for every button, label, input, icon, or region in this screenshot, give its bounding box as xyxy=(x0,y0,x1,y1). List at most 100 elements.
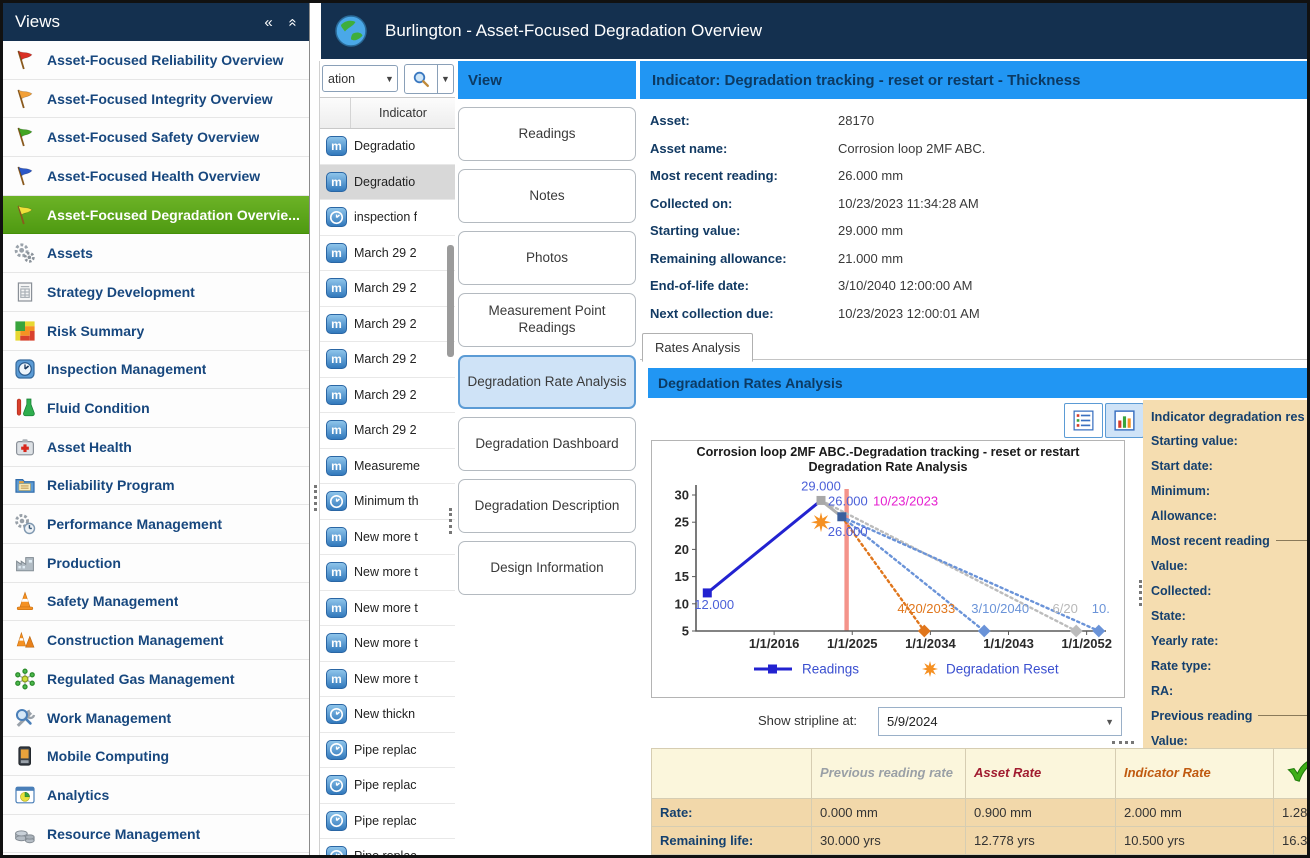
sidebar-item-performance-management[interactable]: Performance Management xyxy=(3,505,309,544)
sidebar-item-regulated-gas-management[interactable]: Regulated Gas Management xyxy=(3,660,309,699)
stripline-date-dropdown[interactable]: 5/9/2024 ▼ xyxy=(878,707,1122,736)
list-scrollbar-thumb[interactable] xyxy=(447,245,454,357)
detail-row: End-of-life date: 3/10/2040 12:00:00 AM xyxy=(650,272,985,300)
view-button-degradation-rate-analysis[interactable]: Degradation Rate Analysis xyxy=(458,355,636,409)
indicator-row[interactable]: m March 29 2 xyxy=(320,377,455,413)
measurement-icon: m xyxy=(326,384,347,405)
rates-table: Previous reading rate Asset Rate Indicator… xyxy=(651,748,1307,855)
indicator-row[interactable]: Pipe replac xyxy=(320,768,455,804)
table-cell: 0.000 mm xyxy=(811,798,966,827)
wrench-magnifier-icon xyxy=(12,706,38,730)
sidebar-item-strategy-development[interactable]: Strategy Development xyxy=(3,273,309,312)
side-field-label: Value: xyxy=(1151,558,1188,573)
detail-label: Asset name: xyxy=(650,140,728,156)
indicator-row[interactable]: m March 29 2 xyxy=(320,306,455,342)
sidebar-item-label: Asset-Focused Safety Overview xyxy=(47,129,260,146)
sidebar-item-construction-management[interactable]: Construction Management xyxy=(3,621,309,660)
degradation-rate-chart: Corrosion loop 2MF ABC.-Degradation trac… xyxy=(675,445,1112,677)
collapse-up-icon[interactable]: « xyxy=(284,17,302,27)
sidebar-item-inspection-management[interactable]: Inspection Management xyxy=(3,350,309,390)
detail-value: 10/23/2023 11:34:28 AM xyxy=(838,195,979,211)
sidebar-item-asset-focused-degradation-overvie[interactable]: Asset-Focused Degradation Overvie... xyxy=(3,195,309,235)
indicator-row[interactable]: m Degradatio xyxy=(320,129,455,165)
row-label: Remaining life: xyxy=(651,826,812,855)
sidebar-item-label: Regulated Gas Management xyxy=(47,670,235,687)
sidebar-item-asset-focused-integrity-overview[interactable]: Asset-Focused Integrity Overview xyxy=(3,79,309,119)
view-button-measurement-point-readings[interactable]: Measurement Point Readings xyxy=(458,293,636,347)
indicator-row[interactable]: New thickn xyxy=(320,697,455,733)
list-splitter-handle[interactable] xyxy=(449,508,452,534)
sidebar-item-reliability-program[interactable]: Reliability Program xyxy=(3,466,309,506)
indicator-row[interactable]: m March 29 2 xyxy=(320,413,455,449)
gauge-icon xyxy=(326,739,347,760)
sidebar-item-asset-focused-safety-overview[interactable]: Asset-Focused Safety Overview xyxy=(3,118,309,158)
search-options-arrow[interactable]: ▼ xyxy=(437,65,453,93)
indicator-row[interactable]: m New more t xyxy=(320,626,455,662)
analytics-icon xyxy=(12,783,38,807)
sidebar-item-label: Work Management xyxy=(47,709,172,726)
sidebar-item-production[interactable]: Production xyxy=(3,543,309,583)
sidebar-item-asset-focused-health-overview[interactable]: Asset-Focused Health Overview xyxy=(3,157,309,196)
svg-text:29.000: 29.000 xyxy=(801,478,841,493)
previous-reading-rate-column-header: Previous reading rate xyxy=(811,748,966,799)
table-row: Rate: 0.000 mm 0.900 mm 2.000 mm 1.28 xyxy=(651,798,1307,827)
search-button[interactable] xyxy=(405,65,437,93)
indicator-row[interactable]: m New more t xyxy=(320,555,455,591)
svg-text:4/20/2033: 4/20/2033 xyxy=(897,601,955,616)
view-panel-header: View xyxy=(458,61,636,99)
svg-text:Degradation Rate Analysis: Degradation Rate Analysis xyxy=(808,460,967,474)
sidebar-item-risk-summary[interactable]: Risk Summary xyxy=(3,311,309,351)
indicator-row[interactable]: Pipe replac xyxy=(320,839,455,855)
view-button-notes[interactable]: Notes xyxy=(458,169,636,223)
indicator-rate-column-header: Indicator Rate xyxy=(1115,748,1274,799)
indicator-row[interactable]: m Degradatio xyxy=(320,164,455,200)
panel-splitter-handle[interactable] xyxy=(1139,580,1142,606)
measurement-icon: m xyxy=(326,562,347,583)
tab-rates-analysis[interactable]: Rates Analysis xyxy=(642,333,754,362)
mobile-icon xyxy=(12,744,38,768)
indicator-row[interactable]: m March 29 2 xyxy=(320,271,455,307)
table-cell: 1.28 xyxy=(1273,798,1307,827)
view-button-degradation-dashboard[interactable]: Degradation Dashboard xyxy=(458,417,636,471)
view-button-design-information[interactable]: Design Information xyxy=(458,541,636,595)
indicator-row[interactable]: m Measureme xyxy=(320,448,455,484)
view-button-degradation-description[interactable]: Degradation Description xyxy=(458,479,636,533)
indicator-row[interactable]: Pipe replac xyxy=(320,803,455,839)
sidebar-item-work-management[interactable]: Work Management xyxy=(3,698,309,738)
indicator-row[interactable]: m New more t xyxy=(320,590,455,626)
view-button-readings[interactable]: Readings xyxy=(458,107,636,161)
gear-clock-icon xyxy=(12,512,38,536)
indicator-column-header[interactable]: Indicator xyxy=(379,106,427,120)
indicator-row-label: March 29 2 xyxy=(354,316,417,331)
indicator-row[interactable]: m New more t xyxy=(320,661,455,697)
view-button-photos[interactable]: Photos xyxy=(458,231,636,285)
indicator-row[interactable]: Minimum th xyxy=(320,484,455,520)
globe-icon xyxy=(335,15,367,47)
detail-value: 21.000 mm xyxy=(838,250,904,266)
chart-view-button[interactable] xyxy=(1105,403,1144,438)
sidebar-item-assets[interactable]: Assets xyxy=(3,234,309,274)
indicator-row[interactable]: Pipe replac xyxy=(320,732,455,768)
indicator-filter-dropdown[interactable]: ation ▼ xyxy=(322,65,398,92)
indicator-row[interactable]: m New more t xyxy=(320,519,455,555)
sidebar-splitter-handle[interactable] xyxy=(314,485,317,511)
detail-value: 3/10/2040 12:00:00 AM xyxy=(838,278,973,294)
sidebar-item-asset-health[interactable]: Asset Health xyxy=(3,427,309,467)
sidebar-item-fluid-condition[interactable]: Fluid Condition xyxy=(3,389,309,428)
indicator-row[interactable]: inspection f xyxy=(320,200,455,236)
side-panel-rows: Starting value: Start date: Minimum: Allowa… xyxy=(1151,428,1307,748)
collapse-left-icon[interactable]: « xyxy=(264,13,273,31)
main-content: Indicator: Degradation tracking - reset … xyxy=(640,61,1307,855)
indicator-row[interactable]: m March 29 2 xyxy=(320,235,455,271)
sidebar-item-resource-management[interactable]: Resource Management xyxy=(3,814,309,854)
svg-text:26.000: 26.000 xyxy=(828,524,868,539)
sidebar-item-mobile-computing[interactable]: Mobile Computing xyxy=(3,737,309,777)
sidebar-item-safety-management[interactable]: Safety Management xyxy=(3,582,309,622)
app-header: Burlington - Asset-Focused Degradation O… xyxy=(321,3,1307,59)
list-view-button[interactable] xyxy=(1064,403,1103,438)
sidebar-item-analytics[interactable]: Analytics xyxy=(3,776,309,815)
indicator-row[interactable]: m March 29 2 xyxy=(320,342,455,378)
sidebar-item-asset-focused-reliability-overview[interactable]: Asset-Focused Reliability Overview xyxy=(3,41,309,80)
list-toolbar: ation ▼ ▼ xyxy=(320,61,455,97)
horizontal-splitter-handle[interactable] xyxy=(1112,741,1134,744)
